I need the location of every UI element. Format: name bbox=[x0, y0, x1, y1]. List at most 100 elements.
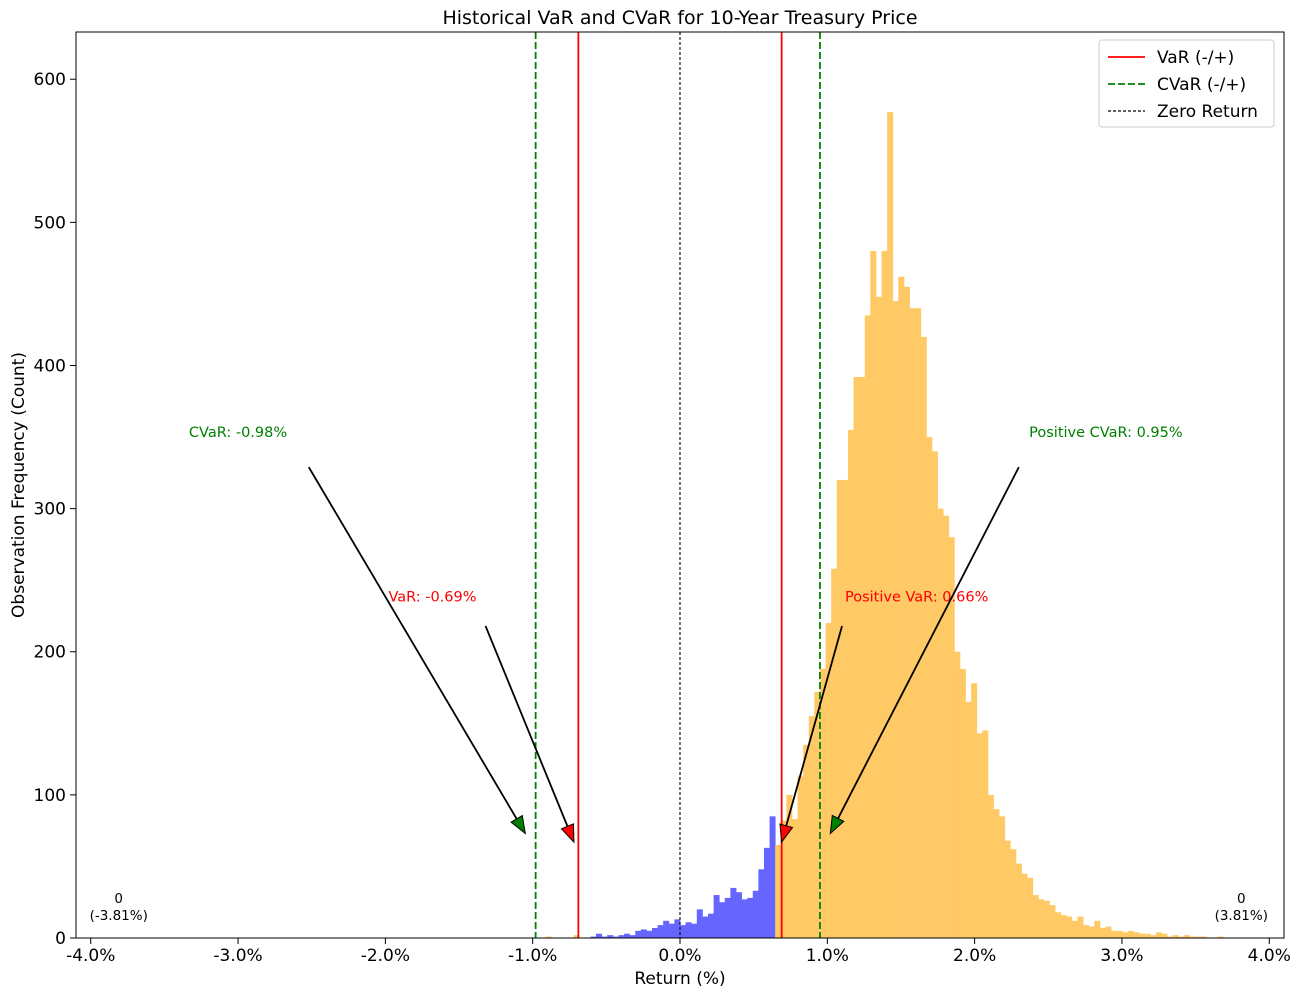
histogram-bar bbox=[842, 479, 849, 938]
extreme-count-min: 0 bbox=[114, 891, 123, 907]
histogram-bar bbox=[1133, 932, 1140, 938]
histogram-bar bbox=[696, 909, 703, 938]
histogram-bar bbox=[735, 892, 742, 938]
histogram-bar bbox=[1010, 849, 1017, 938]
histogram-bar bbox=[719, 902, 726, 938]
histogram-bar bbox=[1150, 935, 1157, 938]
histogram-bar bbox=[1183, 935, 1190, 938]
histogram-bar bbox=[685, 922, 692, 938]
y-tick-label: 400 bbox=[34, 356, 66, 376]
histogram-bar bbox=[612, 936, 619, 938]
x-axis-label: Return (%) bbox=[634, 969, 725, 989]
histogram-bar bbox=[1004, 840, 1011, 938]
histogram-bar bbox=[763, 847, 770, 938]
histogram-bar bbox=[915, 308, 922, 938]
histogram-bar bbox=[1172, 935, 1179, 938]
histogram-bar bbox=[1200, 936, 1207, 938]
y-tick-label: 200 bbox=[34, 643, 66, 663]
histogram-bar bbox=[607, 935, 614, 938]
histogram-bar bbox=[814, 691, 821, 938]
histogram-bar bbox=[982, 730, 989, 938]
x-axis-ticks: -4.0% -3.0% -2.0% -1.0% 0.0% 1.0% 2.0% 3.0% 4.0% bbox=[66, 938, 1291, 966]
histogram-bar bbox=[859, 376, 866, 938]
histogram-bar bbox=[663, 920, 670, 938]
histogram-bar bbox=[993, 809, 1000, 938]
histogram-bar bbox=[971, 683, 978, 938]
y-tick-label: 500 bbox=[34, 213, 66, 233]
histogram-bar bbox=[1178, 936, 1185, 938]
x-tick-label: -4.0% bbox=[66, 946, 115, 966]
histogram-bar bbox=[999, 816, 1006, 938]
histogram-bar bbox=[920, 336, 927, 938]
histogram-bar bbox=[1139, 933, 1146, 938]
histogram-bar bbox=[836, 479, 843, 938]
histogram-bar bbox=[1027, 877, 1034, 938]
histogram-bar bbox=[976, 733, 983, 938]
y-tick-label: 600 bbox=[34, 70, 66, 90]
histogram-bar bbox=[601, 936, 608, 938]
histogram-bar bbox=[1038, 899, 1045, 938]
x-tick-label: -3.0% bbox=[213, 946, 262, 966]
legend-label-var: VaR (-/+) bbox=[1157, 48, 1234, 68]
histogram-bar bbox=[635, 930, 642, 938]
histogram-bar bbox=[786, 794, 793, 938]
histogram-bar bbox=[1122, 932, 1129, 938]
histogram-bar bbox=[674, 919, 681, 938]
y-tick-label: 300 bbox=[34, 500, 66, 520]
histogram-bar bbox=[668, 923, 675, 938]
histogram-bar bbox=[909, 308, 916, 938]
histogram-bar bbox=[1105, 926, 1112, 938]
histogram-bar bbox=[629, 935, 636, 938]
histogram-bar bbox=[1066, 916, 1073, 938]
histogram-bar bbox=[775, 844, 782, 938]
histogram-bar bbox=[596, 933, 603, 938]
histogram-bar bbox=[691, 923, 698, 938]
histogram-bar bbox=[831, 568, 838, 938]
histogram-bar bbox=[937, 508, 944, 938]
extreme-value-max: (3.81%) bbox=[1215, 908, 1268, 924]
histogram-bar bbox=[769, 816, 776, 938]
y-axis-ticks: 0 100 200 300 400 500 600 bbox=[34, 70, 76, 949]
histogram-bar bbox=[1049, 905, 1056, 938]
histogram-bar bbox=[1189, 936, 1196, 938]
annotations: CVaR: -0.98% VaR: -0.69% Positive VaR: 0.6… bbox=[189, 425, 1183, 844]
histogram-bar bbox=[1167, 936, 1174, 938]
annotation-text-var-neg: VaR: -0.69% bbox=[388, 590, 476, 606]
x-tick-label: 3.0% bbox=[1100, 946, 1143, 966]
x-tick-label: 0.0% bbox=[658, 946, 701, 966]
annotation-text-cvar-neg: CVaR: -0.98% bbox=[189, 425, 287, 441]
histogram-bar bbox=[1088, 926, 1095, 938]
legend: VaR (-/+) CVaR (-/+) Zero Return bbox=[1098, 39, 1275, 128]
histogram-bar bbox=[1099, 927, 1106, 938]
annotation-arrow-var-pos bbox=[785, 625, 843, 826]
chart-title: Historical VaR and CVaR for 10-Year Trea… bbox=[442, 7, 917, 29]
histogram-bar bbox=[752, 890, 759, 938]
x-tick-label: 1.0% bbox=[806, 946, 849, 966]
histogram-bar bbox=[803, 744, 810, 938]
histogram-bar bbox=[1094, 920, 1101, 938]
annotation-arrow-var-neg bbox=[484, 625, 569, 827]
histogram-bar bbox=[948, 537, 955, 938]
histogram-bar bbox=[931, 451, 938, 938]
histogram-bar bbox=[640, 929, 647, 938]
y-tick-label: 0 bbox=[55, 929, 66, 949]
histogram-bars bbox=[545, 112, 1224, 938]
histogram-bar bbox=[864, 315, 871, 938]
histogram-bar bbox=[875, 296, 882, 938]
annotation-arrow-cvar-neg bbox=[307, 466, 518, 820]
legend-label-zero: Zero Return bbox=[1157, 102, 1258, 122]
histogram-bar bbox=[1055, 912, 1062, 938]
histogram-bar bbox=[1161, 933, 1168, 938]
histogram-bar bbox=[707, 913, 714, 938]
y-axis-label: Observation Frequency (Count) bbox=[9, 352, 29, 618]
histogram-bar bbox=[819, 668, 826, 938]
histogram-bar bbox=[825, 623, 832, 938]
histogram-bar bbox=[892, 301, 899, 938]
histogram-bar bbox=[780, 820, 787, 938]
histogram-bar bbox=[1077, 916, 1084, 938]
histogram-bar bbox=[646, 930, 653, 938]
histogram-bar bbox=[943, 515, 950, 938]
histogram-bar bbox=[1217, 936, 1224, 938]
